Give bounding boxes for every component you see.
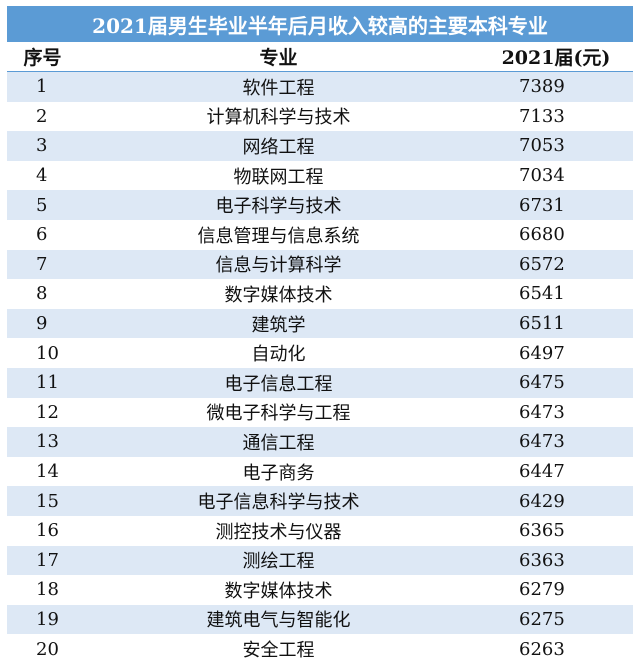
rank-cell: 6 <box>7 219 78 250</box>
major-cell: 电子信息工程 <box>78 367 479 398</box>
rank-cell: 12 <box>7 397 78 428</box>
table-row: 5 电子科学与技术 6731 <box>7 190 633 220</box>
major-cell: 信息管理与信息系统 <box>78 219 479 250</box>
salary-cell: 6473 <box>479 397 633 428</box>
table-row: 12 微电子科学与工程 6473 <box>7 397 633 428</box>
rank-cell: 8 <box>7 279 78 309</box>
table-title: 2021届男生毕业半年后月收入较高的主要本科专业 <box>7 6 633 42</box>
salary-cell: 6511 <box>479 308 633 339</box>
table-row: 7 信息与计算科学 6572 <box>7 249 633 280</box>
major-cell: 电子科学与技术 <box>78 190 479 220</box>
salary-cell: 6473 <box>479 427 633 457</box>
salary-table: 序号 专业 2021届(元) 1 软件工程 7389 2 计算机科学与技术 7133 3 网络… <box>7 42 633 664</box>
salary-cell: 6365 <box>479 515 633 546</box>
major-cell: 电子信息科学与技术 <box>78 486 479 516</box>
major-cell: 软件工程 <box>78 71 479 102</box>
salary-cell: 6279 <box>479 575 633 605</box>
table-row: 16 测控技术与仪器 6365 <box>7 515 633 546</box>
rank-cell: 14 <box>7 456 78 487</box>
salary-cell: 7389 <box>479 71 633 102</box>
table-row: 20 安全工程 6263 <box>7 634 633 664</box>
rank-cell: 17 <box>7 545 78 576</box>
salary-cell: 7034 <box>479 160 633 191</box>
rank-cell: 15 <box>7 486 78 516</box>
header-salary: 2021届(元) <box>479 42 633 72</box>
table-row: 9 建筑学 6511 <box>7 308 633 339</box>
rank-cell: 7 <box>7 249 78 280</box>
table-row: 2 计算机科学与技术 7133 <box>7 101 633 132</box>
salary-cell: 6429 <box>479 486 633 516</box>
rank-cell: 13 <box>7 427 78 457</box>
major-cell: 安全工程 <box>78 634 479 664</box>
rank-cell: 2 <box>7 101 78 132</box>
major-cell: 物联网工程 <box>78 160 479 191</box>
salary-cell: 6475 <box>479 367 633 398</box>
table-body: 1 软件工程 7389 2 计算机科学与技术 7133 3 网络工程 7053 4 物联网工程 703… <box>7 71 633 664</box>
table-row: 17 测绘工程 6363 <box>7 545 633 576</box>
rank-cell: 20 <box>7 634 78 664</box>
table-row: 4 物联网工程 7034 <box>7 160 633 191</box>
rank-cell: 19 <box>7 604 78 635</box>
table-row: 18 数字媒体技术 6279 <box>7 575 633 605</box>
table-row: 19 建筑电气与智能化 6275 <box>7 604 633 635</box>
major-cell: 测控技术与仪器 <box>78 515 479 546</box>
table-row: 14 电子商务 6447 <box>7 456 633 487</box>
rank-cell: 16 <box>7 515 78 546</box>
table-row: 1 软件工程 7389 <box>7 71 633 102</box>
rank-cell: 18 <box>7 575 78 605</box>
major-cell: 数字媒体技术 <box>78 575 479 605</box>
rank-cell: 5 <box>7 190 78 220</box>
major-cell: 数字媒体技术 <box>78 279 479 309</box>
salary-cell: 7053 <box>479 131 633 161</box>
salary-cell: 6497 <box>479 338 633 368</box>
major-cell: 电子商务 <box>78 456 479 487</box>
major-cell: 微电子科学与工程 <box>78 397 479 428</box>
table-row: 8 数字媒体技术 6541 <box>7 279 633 309</box>
salary-cell: 6263 <box>479 634 633 664</box>
header-row: 序号 专业 2021届(元) <box>7 42 633 72</box>
major-cell: 建筑电气与智能化 <box>78 604 479 635</box>
table-row: 10 自动化 6497 <box>7 338 633 368</box>
salary-cell: 6680 <box>479 219 633 250</box>
salary-cell: 6275 <box>479 604 633 635</box>
major-cell: 测绘工程 <box>78 545 479 576</box>
salary-cell: 6731 <box>479 190 633 220</box>
table-row: 11 电子信息工程 6475 <box>7 367 633 398</box>
rank-cell: 4 <box>7 160 78 191</box>
table-row: 6 信息管理与信息系统 6680 <box>7 219 633 250</box>
rank-cell: 11 <box>7 367 78 398</box>
major-cell: 网络工程 <box>78 131 479 161</box>
salary-cell: 7133 <box>479 101 633 132</box>
salary-cell: 6363 <box>479 545 633 576</box>
table-row: 15 电子信息科学与技术 6429 <box>7 486 633 516</box>
salary-cell: 6447 <box>479 456 633 487</box>
rank-cell: 1 <box>7 71 78 102</box>
major-cell: 通信工程 <box>78 427 479 457</box>
salary-cell: 6572 <box>479 249 633 280</box>
major-cell: 自动化 <box>78 338 479 368</box>
salary-cell: 6541 <box>479 279 633 309</box>
rank-cell: 3 <box>7 131 78 161</box>
rank-cell: 9 <box>7 308 78 339</box>
rank-cell: 10 <box>7 338 78 368</box>
header-rank: 序号 <box>7 42 78 72</box>
major-cell: 建筑学 <box>78 308 479 339</box>
major-cell: 信息与计算科学 <box>78 249 479 280</box>
table-row: 13 通信工程 6473 <box>7 427 633 457</box>
table-row: 3 网络工程 7053 <box>7 131 633 161</box>
major-cell: 计算机科学与技术 <box>78 101 479 132</box>
header-major: 专业 <box>78 42 479 72</box>
